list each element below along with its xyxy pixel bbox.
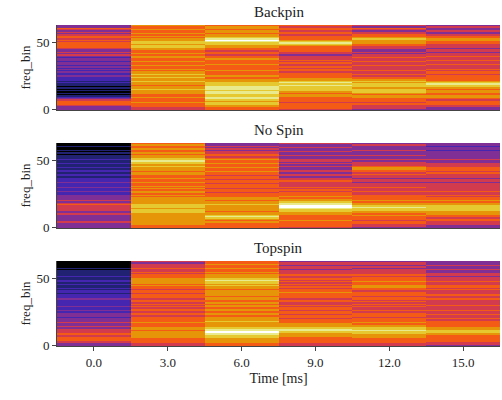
svg-text:50: 50 [36,35,49,50]
svg-text:50: 50 [36,271,49,286]
svg-text:3.0: 3.0 [160,355,176,370]
svg-text:Time [ms]: Time [ms] [249,371,307,386]
svg-text:freq_bin: freq_bin [18,163,33,208]
svg-text:0: 0 [43,220,50,235]
svg-text:6.0: 6.0 [233,355,249,370]
svg-text:9.0: 9.0 [307,355,323,370]
svg-text:Backpin: Backpin [254,4,304,20]
svg-text:0: 0 [43,338,50,353]
svg-text:0.0: 0.0 [86,355,102,370]
svg-text:50: 50 [36,153,49,168]
svg-text:freq_bin: freq_bin [18,281,33,326]
svg-text:freq_bin: freq_bin [18,45,33,90]
svg-text:12.0: 12.0 [378,355,401,370]
svg-text:0: 0 [43,102,50,117]
svg-text:Topspin: Topspin [254,240,303,256]
svg-text:15.0: 15.0 [452,355,475,370]
svg-text:No Spin: No Spin [254,122,304,138]
